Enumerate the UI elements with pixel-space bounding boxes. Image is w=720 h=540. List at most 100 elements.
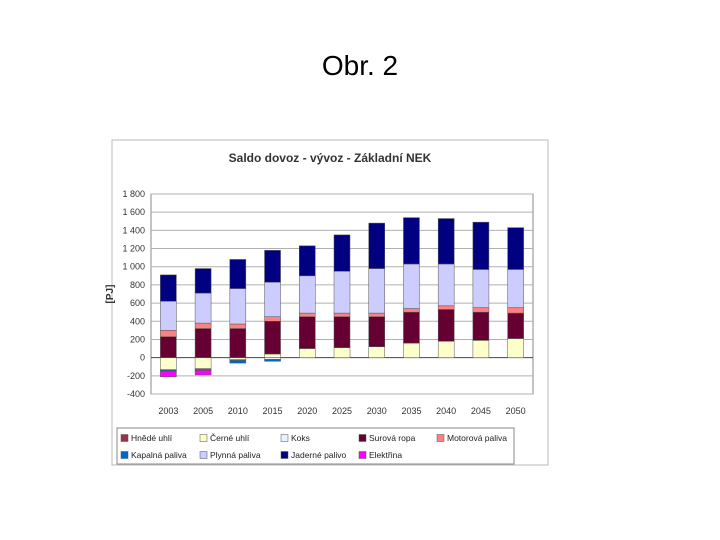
- y-tick-label: 0: [140, 353, 145, 363]
- bar-segment: [333, 271, 351, 314]
- bar-segment: [229, 323, 247, 329]
- bar-segment: [472, 221, 490, 270]
- y-tick-label: 1 800: [122, 189, 145, 199]
- y-tick-label: 1 200: [122, 244, 145, 254]
- x-tick-label: 2045: [471, 406, 491, 416]
- bar-segment: [333, 316, 351, 348]
- bar-segment: [472, 340, 490, 358]
- y-tick-label: -400: [127, 389, 145, 399]
- bar-segment: [299, 316, 316, 349]
- legend-swatch: [358, 434, 367, 442]
- bar-segment: [264, 321, 281, 355]
- y-tick-label: 1 400: [122, 225, 145, 235]
- x-tick-label: 2003: [158, 406, 178, 416]
- legend-swatch: [120, 451, 129, 459]
- bar-segment: [472, 269, 490, 308]
- legend-label: Motorová paliva: [447, 433, 507, 443]
- bar-segment: [229, 259, 247, 289]
- bar-segment: [299, 275, 316, 314]
- x-tick-label: 2005: [193, 406, 213, 416]
- legend-label: Kapalná paliva: [131, 450, 187, 460]
- y-tick-label: 400: [130, 316, 145, 326]
- bar-segment: [229, 360, 247, 364]
- bar-segment: [437, 218, 455, 265]
- x-tick-label: 2010: [228, 406, 248, 416]
- y-tick-label: 200: [130, 334, 145, 344]
- x-tick-label: 2040: [436, 406, 456, 416]
- y-tick-label: -200: [127, 371, 145, 381]
- bar-segment: [437, 309, 455, 342]
- legend-swatch: [436, 434, 445, 442]
- bar-segment: [299, 312, 316, 317]
- legend-swatch: [199, 451, 208, 459]
- bar-segment: [507, 312, 524, 339]
- bar-segment: [229, 357, 247, 360]
- bars-layer: [160, 217, 524, 377]
- legend-swatch: [280, 451, 289, 459]
- bar-segment: [160, 274, 177, 302]
- bar-segment: [194, 268, 212, 294]
- y-tick-label: 800: [130, 280, 145, 290]
- bar-segment: [160, 301, 177, 331]
- bar-segment: [368, 312, 385, 317]
- bar-segment: [368, 268, 385, 314]
- chart-title: Saldo dovoz - vývoz - Základní NEK: [229, 151, 432, 165]
- bar-segment: [507, 227, 524, 270]
- y-tick-labels: -400 -200 0 200 400 600 800 1 000 1 200 1 400 1 60…: [122, 189, 145, 399]
- legend-swatch: [280, 434, 289, 442]
- y-tick-label: 1 600: [122, 207, 145, 217]
- x-tick-label: 2025: [332, 406, 352, 416]
- bar-segment: [403, 342, 420, 358]
- slide-title: Obr. 2: [321, 50, 399, 81]
- legend-swatch: [358, 451, 367, 459]
- bar-segment: [299, 245, 316, 277]
- bar-segment: [472, 311, 490, 341]
- legend-label: Černé uhlí: [210, 433, 250, 443]
- x-tick-label: 2035: [401, 406, 421, 416]
- bar-segment: [194, 292, 212, 324]
- y-axis-label: [PJ]: [105, 285, 116, 304]
- bar-segment: [368, 222, 385, 269]
- bar-segment: [194, 328, 212, 358]
- bar-segment: [160, 336, 177, 358]
- bar-segment: [264, 353, 281, 358]
- bar-segment: [437, 305, 455, 310]
- legend-label: Hnědé uhlí: [131, 433, 173, 443]
- bar-segment: [333, 347, 351, 358]
- x-tick-label: 2050: [506, 406, 526, 416]
- bar-segment: [403, 308, 420, 313]
- bar-segment: [264, 281, 281, 317]
- bar-segment: [403, 217, 420, 265]
- bar-segment: [507, 307, 524, 314]
- legend-swatch: [120, 434, 129, 442]
- y-tick-label: 600: [130, 298, 145, 308]
- bar-segment: [264, 316, 281, 322]
- bar-segment: [194, 370, 212, 376]
- bar-segment: [160, 330, 177, 337]
- legend-items: Hnědé uhlí Černé uhlí Koks Surová ropa Motor…: [120, 433, 507, 460]
- bar-segment: [437, 263, 455, 307]
- x-tick-label: 2015: [263, 406, 283, 416]
- bar-segment: [264, 359, 281, 362]
- legend-label: Koks: [291, 433, 310, 443]
- legend-label: Surová ropa: [369, 433, 416, 443]
- bar-segment: [437, 341, 455, 358]
- bar-segment: [333, 312, 351, 317]
- bar-segment: [368, 316, 385, 347]
- bar-segment: [507, 269, 524, 308]
- bar-segment: [194, 357, 212, 369]
- legend-label: Jaderné palivo: [291, 450, 347, 460]
- bar-segment: [229, 288, 247, 325]
- bar-segment: [160, 371, 177, 377]
- x-tick-labels: 2003 2005 2010 2015 2020 2025 2030 2035 2040 2045…: [158, 406, 525, 416]
- bar-segment: [264, 250, 281, 283]
- bar-segment: [194, 322, 212, 329]
- y-tick-label: 1 000: [122, 262, 145, 272]
- x-tick-label: 2020: [297, 406, 317, 416]
- bar-segment: [333, 234, 351, 272]
- legend: [116, 427, 515, 465]
- bar-segment: [160, 357, 177, 370]
- bar-segment: [368, 346, 385, 358]
- bar-segment: [403, 311, 420, 344]
- bar-segment: [229, 328, 247, 358]
